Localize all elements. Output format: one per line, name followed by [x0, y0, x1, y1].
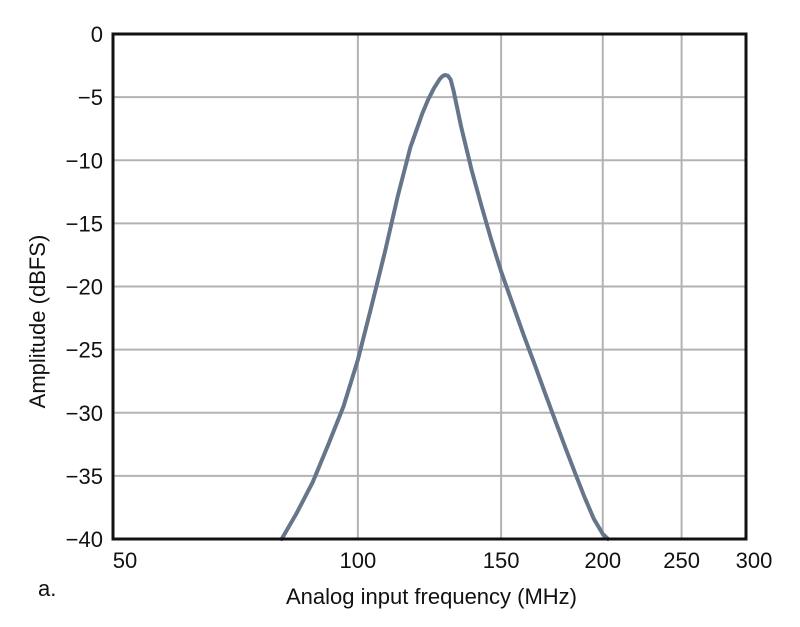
- x-axis-title: Analog input frequency (MHz): [286, 584, 577, 609]
- x-tick-label: 50: [113, 548, 137, 573]
- series-line: [279, 73, 610, 541]
- y-tick-label: −5: [78, 85, 103, 110]
- plot-frame: [111, 32, 748, 541]
- x-tick-label: 150: [483, 548, 520, 573]
- x-tick-label: 100: [340, 548, 377, 573]
- y-tick-label: −15: [66, 211, 103, 236]
- grid-lines: [113, 34, 746, 539]
- x-tick-label: 300: [736, 548, 773, 573]
- y-tick-labels: 0 −5 −10 −15 −20 −25 −30 −35 −40: [66, 22, 103, 552]
- x-tick-label: 200: [584, 548, 621, 573]
- y-axis-title: Amplitude (dBFS): [25, 235, 50, 409]
- x-tick-label: 250: [663, 548, 700, 573]
- series-group: [279, 73, 610, 541]
- y-tick-label: −30: [66, 401, 103, 426]
- y-tick-label: −10: [66, 148, 103, 173]
- x-tick-labels: 50 100 150 200 250 300: [113, 548, 773, 573]
- y-tick-label: 0: [91, 22, 103, 47]
- y-tick-label: −40: [66, 527, 103, 552]
- panel-label: a.: [38, 576, 56, 601]
- y-tick-label: −35: [66, 464, 103, 489]
- y-tick-label: −25: [66, 338, 103, 363]
- y-tick-label: −20: [66, 275, 103, 300]
